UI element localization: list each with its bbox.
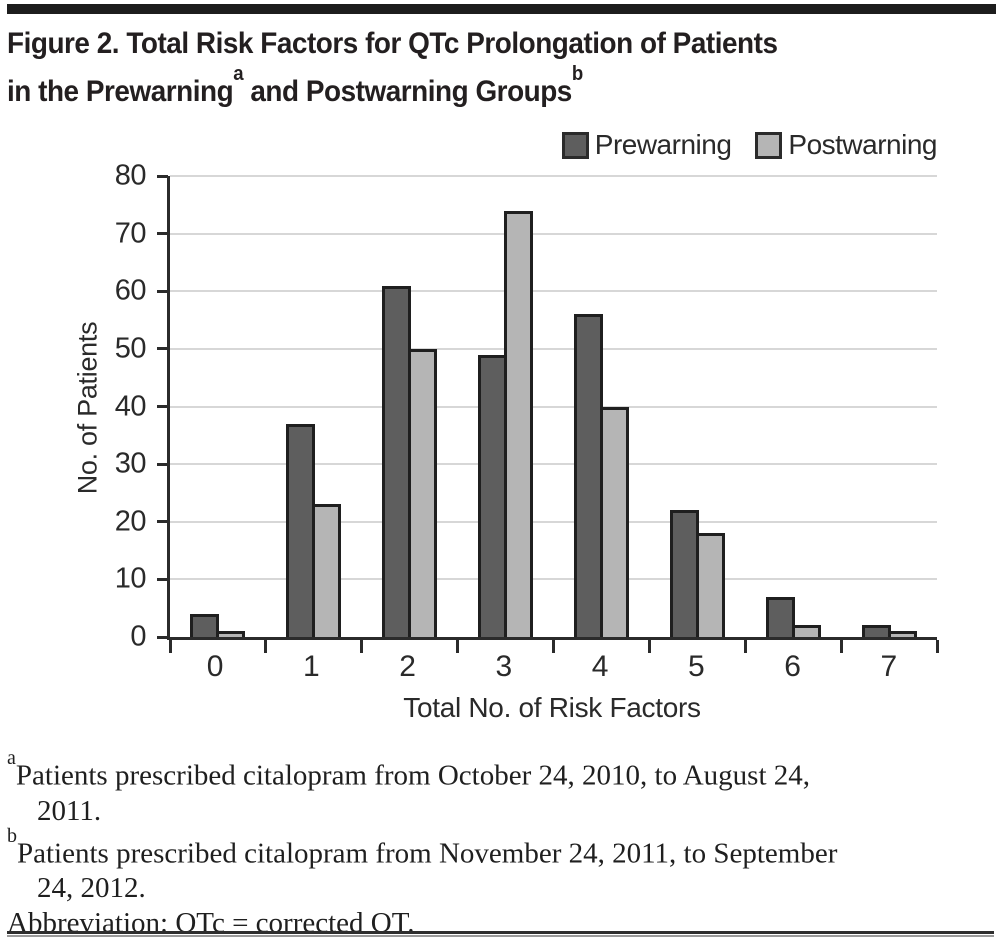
x-axis-labels: 0 1 2 3 4 5 6 7 <box>167 650 937 686</box>
y-tick-label-60: 60 <box>114 274 147 307</box>
bar-prewarning-1 <box>286 423 316 637</box>
legend-item-prewarning: Prewarning <box>561 129 732 161</box>
legend-label-postwarning: Postwarning <box>788 129 937 160</box>
x-tick-mark-4 <box>552 640 555 653</box>
x-tick-label-1: 1 <box>303 650 320 683</box>
gridline-50 <box>170 347 937 350</box>
figure-title-line2-mid: and Postwarning Groups <box>243 75 572 108</box>
bar-prewarning-5 <box>669 510 699 637</box>
footnote-a-line1: aPatients prescribed citalopram from Oct… <box>7 747 999 794</box>
bar-prewarning-7 <box>861 625 891 637</box>
x-tick-mark-8 <box>935 640 939 653</box>
x-tick-label-6: 6 <box>784 650 801 683</box>
y-tick-label-30: 30 <box>114 447 147 480</box>
bar-postwarning-0 <box>216 631 246 637</box>
y-tick-label-50: 50 <box>114 332 147 365</box>
x-tick-mark-0 <box>168 640 172 653</box>
y-tick-mark-30 <box>157 462 168 466</box>
x-axis-title: Total No. of Risk Factors <box>403 692 701 723</box>
postwarning-swatch-icon <box>755 131 783 159</box>
y-tick-mark-50 <box>157 347 168 351</box>
y-tick-mark-10 <box>157 577 168 581</box>
figure-title: Figure 2. Total Risk Factors for QTc Pro… <box>7 24 1003 112</box>
y-tick-label-70: 70 <box>114 217 147 250</box>
y-tick-label-10: 10 <box>114 562 147 595</box>
y-tick-label-0: 0 <box>130 620 146 653</box>
bar-prewarning-4 <box>573 314 603 637</box>
y-tick-mark-80 <box>157 174 168 178</box>
x-tick-label-5: 5 <box>688 650 705 683</box>
bar-prewarning-0 <box>190 613 220 637</box>
x-tick-label-4: 4 <box>591 650 609 683</box>
gridline-70 <box>170 232 937 235</box>
x-tick-mark-1 <box>264 640 268 653</box>
x-tick-label-3: 3 <box>495 650 513 683</box>
bar-group-2 <box>362 176 458 637</box>
y-tick-mark-20 <box>157 520 168 524</box>
bottom-rule <box>7 931 994 937</box>
y-tick-mark-70 <box>157 232 168 236</box>
legend: Prewarning Postwarning <box>561 129 937 161</box>
x-tick-label-2: 2 <box>399 650 416 683</box>
bar-postwarning-5 <box>695 533 725 637</box>
figure-title-line2: in the Prewarninga and Postwarning Group… <box>7 63 1003 112</box>
y-tick-mark-40 <box>157 405 168 408</box>
y-tick-mark-0 <box>157 635 168 639</box>
y-tick-mark-60 <box>157 289 168 293</box>
footnote-a-superscript: a <box>7 747 16 769</box>
top-rule <box>7 4 996 14</box>
prewarning-swatch-icon <box>561 131 589 159</box>
bar-group-3 <box>458 176 554 637</box>
bar-prewarning-3 <box>478 354 508 637</box>
y-tick-label-20: 20 <box>114 505 147 538</box>
figure-title-line2-prefix: in the Prewarning <box>7 75 234 108</box>
bar-prewarning-6 <box>765 596 795 637</box>
bar-group-1 <box>266 176 362 637</box>
x-tick-mark-2 <box>360 640 364 653</box>
footnotes: aPatients prescribed citalopram from Oct… <box>7 747 999 941</box>
bar-postwarning-1 <box>312 504 342 637</box>
footnote-a-text: Patients prescribed citalopram from Octo… <box>15 759 811 792</box>
gridline-60 <box>170 290 937 293</box>
footnote-b-line2: 24, 2012. <box>37 872 146 905</box>
x-tick-mark-3 <box>456 640 460 653</box>
y-tick-label-80: 80 <box>114 159 147 192</box>
legend-label-prewarning: Prewarning <box>594 129 732 160</box>
bar-group-5 <box>649 176 745 637</box>
gridline-20 <box>170 520 937 523</box>
bar-group-6 <box>745 176 841 637</box>
gridline-80 <box>170 175 937 177</box>
gridline-30 <box>170 463 937 466</box>
bar-postwarning-7 <box>887 631 917 637</box>
footnote-a-line2: 2011. <box>37 794 102 827</box>
bar-postwarning-3 <box>504 210 534 637</box>
bar-postwarning-4 <box>599 406 629 637</box>
y-axis: 0 10 20 30 40 50 60 70 80 <box>0 160 152 653</box>
y-tick-label-40: 40 <box>114 390 147 422</box>
x-tick-label-0: 0 <box>206 650 224 683</box>
title-superscript-b: b <box>571 63 583 85</box>
x-tick-mark-5 <box>647 640 651 653</box>
gridline-10 <box>170 578 937 581</box>
plot-area <box>157 174 939 653</box>
gridline-40 <box>170 405 937 408</box>
x-tick-mark-6 <box>743 640 747 653</box>
bar-group-4 <box>554 176 650 637</box>
figure-title-line1: Figure 2. Total Risk Factors for QTc Pro… <box>7 24 1003 64</box>
footnote-b-superscript: b <box>7 824 17 847</box>
footnote-b-line1: bPatients prescribed citalopram from Nov… <box>7 825 999 872</box>
title-superscript-a: a <box>233 63 244 85</box>
x-tick-label-7: 7 <box>880 650 898 683</box>
bar-postwarning-2 <box>408 348 438 637</box>
legend-item-postwarning: Postwarning <box>755 129 937 161</box>
bar-group-7 <box>841 176 937 637</box>
figure-title-line1-text: Figure 2. Total Risk Factors for QTc Pro… <box>7 27 778 60</box>
x-tick-mark-7 <box>839 640 843 653</box>
bar-group-0 <box>170 176 266 637</box>
bar-prewarning-2 <box>382 285 412 637</box>
bar-postwarning-6 <box>791 625 821 637</box>
footnote-b-text: Patients prescribed citalopram from Nove… <box>17 837 838 870</box>
